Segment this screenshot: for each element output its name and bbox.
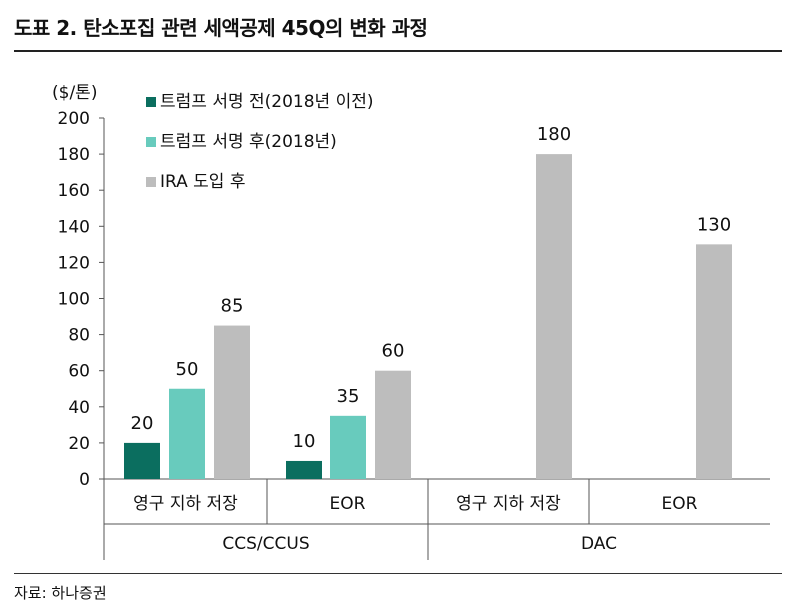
legend-label: 트럼프 서명 후(2018년) bbox=[160, 132, 337, 152]
chart-canvas: 0 20 40 60 80 100 120 140 160 180 200 ($/톤) 영구 지하 저장… bbox=[52, 83, 770, 560]
bar bbox=[169, 388, 205, 479]
page-title: 도표 2. 탄소포집 관련 세액공제 45Q의 변화 과정 bbox=[14, 16, 428, 40]
x-category-label: EOR bbox=[662, 494, 698, 514]
data-label: 50 bbox=[176, 359, 199, 380]
bar bbox=[286, 460, 322, 479]
y-tick-label: 140 bbox=[58, 217, 90, 237]
bar-chart: 0 20 40 60 80 100 120 140 160 180 200 ($/톤) 영구 지하 저장… bbox=[0, 52, 792, 572]
source-divider bbox=[14, 573, 782, 574]
y-axis-label: ($/톤) bbox=[52, 83, 97, 103]
x-group-label: CCS/CCUS bbox=[222, 534, 309, 554]
legend-swatch bbox=[146, 177, 156, 187]
data-label: 60 bbox=[382, 341, 405, 362]
data-label: 85 bbox=[221, 296, 244, 317]
data-label: 35 bbox=[337, 386, 360, 407]
x-category-label: 영구 지하 저장 bbox=[456, 494, 561, 514]
legend-label: 트럼프 서명 전(2018년 이전) bbox=[160, 92, 374, 112]
y-tick-label: 20 bbox=[68, 434, 90, 454]
data-label: 130 bbox=[697, 214, 731, 235]
y-tick-label: 100 bbox=[58, 290, 90, 310]
x-category-label: 영구 지하 저장 bbox=[133, 494, 238, 514]
title-divider bbox=[14, 50, 782, 52]
data-label: 10 bbox=[293, 431, 316, 452]
legend-swatch bbox=[146, 137, 156, 147]
y-tick-label: 60 bbox=[68, 362, 90, 382]
y-tick-label: 0 bbox=[79, 470, 90, 490]
x-group-label: DAC bbox=[581, 534, 617, 554]
bar bbox=[375, 370, 411, 479]
legend-swatch bbox=[146, 97, 156, 107]
bar bbox=[124, 442, 160, 479]
y-tick-label: 120 bbox=[58, 253, 90, 273]
legend-label: IRA 도입 후 bbox=[160, 172, 246, 192]
y-tick-label: 40 bbox=[68, 398, 90, 418]
bar bbox=[214, 325, 250, 479]
data-label: 180 bbox=[537, 124, 571, 145]
data-label: 20 bbox=[131, 413, 154, 434]
bar bbox=[536, 154, 572, 479]
bar bbox=[330, 415, 366, 479]
y-tick-label: 200 bbox=[58, 109, 90, 129]
y-tick-label: 180 bbox=[58, 145, 90, 165]
y-tick-label: 80 bbox=[68, 326, 90, 346]
source-note: 자료: 하나증권 bbox=[14, 584, 107, 602]
y-tick-label: 160 bbox=[58, 181, 90, 201]
x-category-label: EOR bbox=[330, 494, 366, 514]
bar bbox=[696, 244, 732, 479]
